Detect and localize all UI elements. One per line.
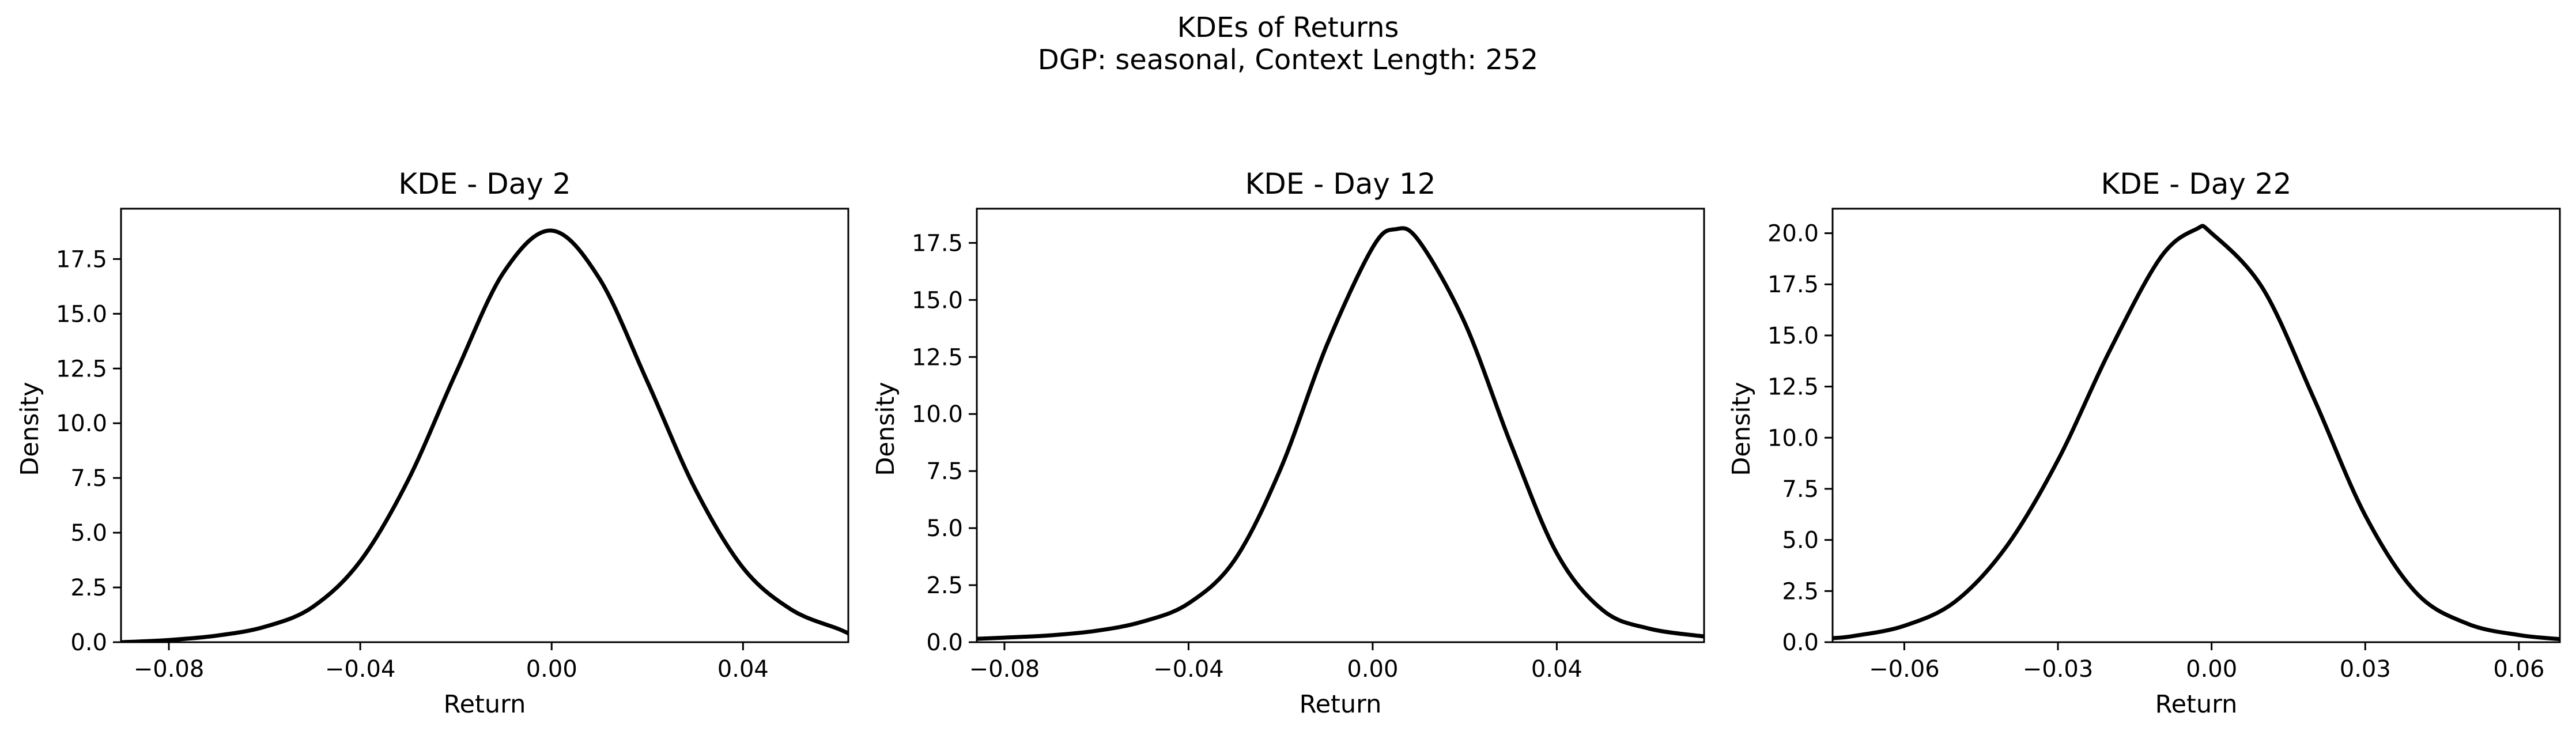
- subplot-title: KDE - Day 12: [1245, 167, 1436, 201]
- x-tick-label: −0.04: [325, 656, 396, 683]
- y-tick-label: 0.0: [70, 630, 107, 656]
- plot-frame: [120, 208, 849, 643]
- x-tick-label: 0.04: [717, 656, 769, 683]
- x-tick-label: −0.04: [1153, 656, 1224, 683]
- y-tick-label: 17.5: [1767, 272, 1819, 298]
- y-tick-label: 10.0: [912, 401, 963, 428]
- y-tick-label: 7.5: [1782, 476, 1819, 503]
- subplot-day-12: KDE - Day 12 Return Density −0.08 −0.04 0.…: [871, 167, 1705, 719]
- x-tick-label: 0.04: [1531, 656, 1582, 683]
- kde-curve: [121, 228, 848, 642]
- x-tick-label: 0.06: [2493, 656, 2544, 683]
- x-tick-label: −0.03: [2023, 656, 2094, 683]
- y-tick-label: 17.5: [56, 246, 107, 273]
- kde-curve: [1833, 224, 2560, 642]
- x-tick-label: 0.03: [2340, 656, 2391, 683]
- y-tick-label: 12.5: [56, 356, 107, 382]
- subplot-title: KDE - Day 22: [2101, 167, 2292, 201]
- y-tick-label: 7.5: [70, 465, 107, 492]
- x-axis-label: Return: [2155, 690, 2238, 719]
- x-axis-label: Return: [444, 690, 526, 719]
- y-axis-label: Density: [16, 382, 44, 476]
- x-tick-label: −0.06: [1869, 656, 1940, 683]
- subplot-title: KDE - Day 2: [398, 167, 571, 201]
- y-tick-label: 0.0: [1782, 630, 1819, 656]
- y-axis-label: Density: [1727, 382, 1756, 476]
- y-tick-label: 12.5: [912, 344, 963, 371]
- y-axis-label: Density: [871, 382, 900, 476]
- subplot-day-22: KDE - Day 22 Return Density −0.06 −0.03 0.…: [1727, 167, 2561, 719]
- y-tick-label: 20.0: [1767, 221, 1819, 247]
- y-tick-label: 5.0: [926, 515, 963, 542]
- x-tick-label: 0.00: [526, 656, 577, 683]
- y-tick-label: 2.5: [1782, 578, 1819, 605]
- y-tick-label: 10.0: [56, 410, 107, 437]
- y-tick-label: 2.5: [926, 572, 963, 599]
- x-tick-label: 0.00: [1347, 656, 1398, 683]
- y-tick-label: 0.0: [926, 630, 963, 656]
- y-tick-label: 5.0: [70, 520, 107, 546]
- x-tick-label: 0.00: [2186, 656, 2237, 683]
- x-axis-label: Return: [1300, 690, 1382, 719]
- y-tick-label: 7.5: [926, 458, 963, 485]
- y-tick-label: 15.0: [1767, 323, 1819, 349]
- x-tick-label: −0.08: [134, 656, 205, 683]
- y-tick-label: 5.0: [1782, 527, 1819, 554]
- y-tick-label: 15.0: [56, 301, 107, 327]
- plot-frame: [976, 208, 1705, 643]
- y-tick-label: 12.5: [1767, 374, 1819, 401]
- y-tick-label: 10.0: [1767, 425, 1819, 451]
- y-tick-label: 15.0: [912, 287, 963, 314]
- plot-frame: [1831, 208, 2561, 643]
- y-tick-label: 2.5: [70, 575, 107, 601]
- figure-subtitle: DGP: seasonal, Context Length: 252: [1038, 44, 1538, 76]
- x-tick-label: −0.08: [969, 656, 1040, 683]
- figure-title: KDEs of Returns: [1177, 12, 1399, 44]
- kde-curve: [977, 226, 1704, 641]
- subplot-day-2: KDE - Day 2 Return Density −0.08 −0.04 0.0…: [16, 167, 849, 719]
- y-tick-label: 17.5: [912, 230, 963, 257]
